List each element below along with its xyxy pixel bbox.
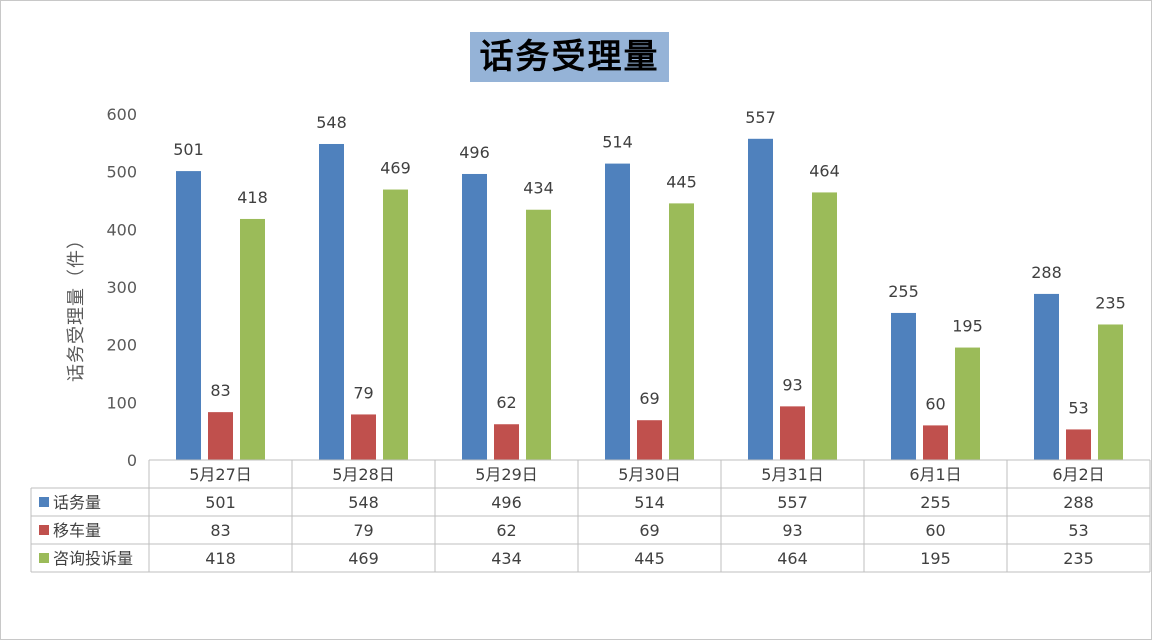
- x-tick-label-5: 6月1日: [909, 465, 961, 484]
- legend-label-2: 咨询投诉量: [53, 549, 133, 568]
- data-label-咨询投诉量-2: 434: [523, 179, 554, 198]
- data-label-移车量-1: 79: [353, 383, 373, 402]
- bar-移车量-2: [494, 424, 519, 460]
- x-tick-label-4: 5月31日: [761, 465, 824, 484]
- bar-话务量-5: [891, 312, 916, 460]
- table-cell-2-0: 418: [205, 549, 236, 568]
- bar-话务量-0: [176, 171, 201, 460]
- y-tick-label-6: 600: [106, 105, 137, 124]
- data-label-移车量-3: 69: [639, 389, 659, 408]
- bar-咨询投诉量-2: [526, 209, 551, 460]
- bar-咨询投诉量-1: [383, 189, 408, 460]
- legend-label-1: 移车量: [53, 521, 101, 540]
- table-cell-0-4: 557: [777, 493, 808, 512]
- table-cell-0-0: 501: [205, 493, 236, 512]
- data-label-移车量-2: 62: [496, 393, 516, 412]
- legend-key-1: [39, 525, 49, 535]
- data-label-咨询投诉量-6: 235: [1095, 293, 1126, 312]
- data-label-话务量-2: 496: [459, 143, 490, 162]
- bar-移车量-5: [923, 425, 948, 460]
- table-cell-2-2: 434: [491, 549, 522, 568]
- chart-title-box: 话务受理量: [470, 32, 669, 82]
- data-label-咨询投诉量-3: 445: [666, 172, 697, 191]
- bar-话务量-6: [1034, 293, 1059, 460]
- table-cell-1-3: 69: [639, 521, 659, 540]
- table-cell-2-1: 469: [348, 549, 379, 568]
- y-tick-label-0: 0: [127, 451, 137, 470]
- table-cell-0-1: 548: [348, 493, 379, 512]
- table-cell-0-2: 496: [491, 493, 522, 512]
- data-label-话务量-5: 255: [888, 282, 919, 301]
- data-label-咨询投诉量-1: 469: [380, 159, 411, 178]
- bar-移车量-4: [780, 406, 805, 460]
- bar-移车量-1: [351, 414, 376, 460]
- x-tick-label-0: 5月27日: [189, 465, 252, 484]
- legend-key-0: [39, 497, 49, 507]
- table-cell-1-4: 93: [782, 521, 802, 540]
- table-cell-1-1: 79: [353, 521, 373, 540]
- data-label-移车量-0: 83: [210, 381, 230, 400]
- table-cell-0-5: 255: [920, 493, 951, 512]
- data-label-咨询投诉量-0: 418: [237, 188, 268, 207]
- y-tick-label-2: 200: [106, 336, 137, 355]
- bar-咨询投诉量-3: [669, 203, 694, 460]
- table-cell-2-5: 195: [920, 549, 951, 568]
- table-cell-0-3: 514: [634, 493, 665, 512]
- bar-咨询投诉量-0: [240, 218, 265, 460]
- data-label-咨询投诉量-5: 195: [952, 317, 983, 336]
- table-cell-0-6: 288: [1063, 493, 1094, 512]
- data-label-移车量-4: 93: [782, 375, 802, 394]
- y-tick-label-3: 300: [106, 278, 137, 297]
- bar-移车量-0: [208, 412, 233, 460]
- chart-title: 话务受理量: [479, 37, 660, 77]
- data-label-话务量-6: 288: [1031, 263, 1062, 282]
- y-tick-label-1: 100: [106, 393, 137, 412]
- bar-话务量-3: [605, 163, 630, 461]
- table-cell-2-6: 235: [1063, 549, 1094, 568]
- bar-话务量-1: [319, 143, 344, 460]
- data-label-话务量-1: 548: [316, 113, 347, 132]
- data-label-咨询投诉量-4: 464: [809, 161, 840, 180]
- x-tick-label-2: 5月29日: [475, 465, 538, 484]
- bar-移车量-6: [1066, 429, 1091, 460]
- y-tick-label-4: 400: [106, 220, 137, 239]
- bar-移车量-3: [637, 420, 662, 460]
- table-cell-2-3: 445: [634, 549, 665, 568]
- data-label-话务量-4: 557: [745, 108, 776, 127]
- bar-话务量-2: [462, 173, 487, 460]
- bar-咨询投诉量-5: [955, 347, 980, 460]
- table-cell-1-0: 83: [210, 521, 230, 540]
- table-cell-1-5: 60: [925, 521, 945, 540]
- table-cell-2-4: 464: [777, 549, 808, 568]
- bar-话务量-4: [748, 138, 773, 460]
- y-tick-label-5: 500: [106, 163, 137, 182]
- data-label-话务量-0: 501: [173, 140, 204, 159]
- bar-咨询投诉量-4: [812, 192, 837, 460]
- data-label-移车量-6: 53: [1068, 398, 1088, 417]
- x-tick-label-1: 5月28日: [332, 465, 395, 484]
- x-tick-label-6: 6月2日: [1052, 465, 1104, 484]
- bar-咨询投诉量-6: [1098, 324, 1123, 460]
- legend-key-2: [39, 553, 49, 563]
- table-cell-1-2: 62: [496, 521, 516, 540]
- legend-label-0: 话务量: [53, 493, 101, 512]
- x-tick-label-3: 5月30日: [618, 465, 681, 484]
- table-cell-1-6: 53: [1068, 521, 1088, 540]
- data-label-话务量-3: 514: [602, 133, 633, 152]
- data-label-移车量-5: 60: [925, 394, 945, 413]
